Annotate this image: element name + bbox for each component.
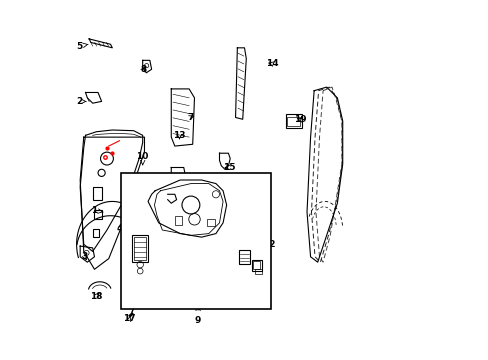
Bar [93, 229, 99, 237]
Bar [251, 260, 261, 271]
Text: 11: 11 [242, 225, 255, 234]
Text: 18: 18 [90, 292, 102, 301]
Text: 5: 5 [76, 41, 88, 50]
Text: 12: 12 [262, 240, 274, 249]
Bar [93, 187, 102, 200]
Bar [121, 173, 271, 309]
Text: 3: 3 [81, 252, 88, 261]
Bar [285, 114, 301, 128]
Text: 4: 4 [117, 224, 123, 233]
Text: 10: 10 [136, 152, 148, 165]
Bar [239, 249, 249, 264]
Bar [206, 219, 214, 226]
Text: 14: 14 [265, 59, 278, 68]
Bar [175, 216, 182, 225]
Text: 7: 7 [186, 113, 193, 122]
Bar [287, 117, 299, 126]
Bar [255, 269, 261, 274]
Bar [253, 261, 259, 269]
Text: 1: 1 [91, 206, 103, 215]
Text: 9: 9 [195, 306, 201, 325]
Text: 2: 2 [76, 97, 85, 106]
Text: 17: 17 [123, 314, 136, 323]
Bar [134, 237, 146, 260]
Bar [94, 210, 102, 219]
Text: 15: 15 [223, 163, 235, 172]
Text: 19: 19 [293, 115, 305, 124]
Text: 8: 8 [141, 65, 146, 74]
Text: 13: 13 [173, 131, 185, 140]
Text: 16: 16 [241, 183, 253, 192]
Text: 6: 6 [187, 183, 193, 192]
Bar [132, 235, 148, 262]
